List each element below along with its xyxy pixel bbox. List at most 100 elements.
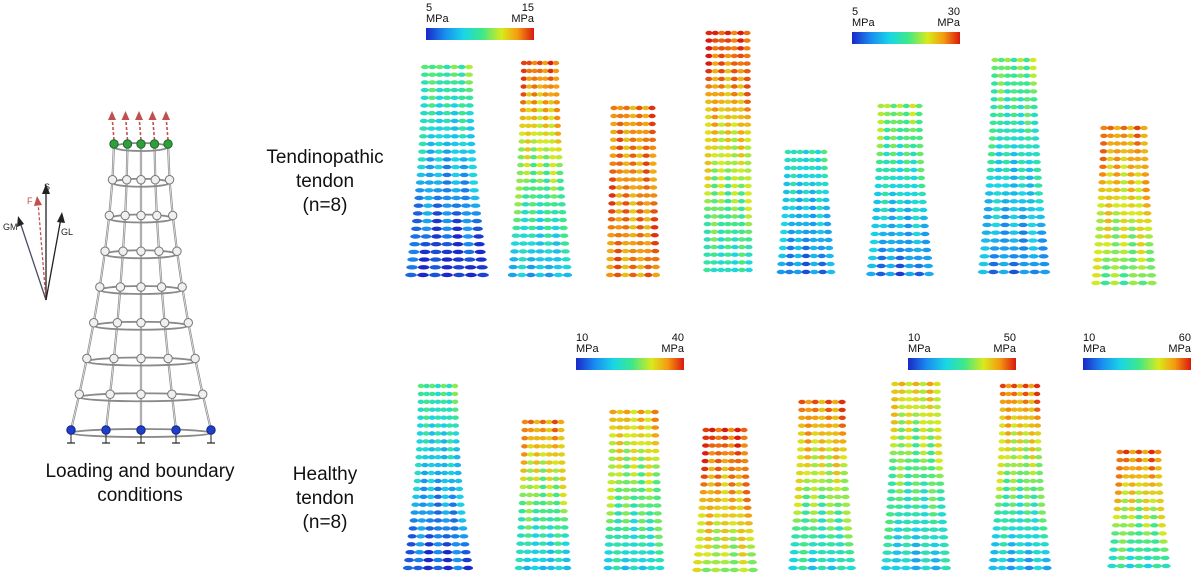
stress-glyph [622,464,631,469]
stress-glyph [416,534,426,539]
stress-glyph [1135,449,1143,455]
stress-glyph [629,209,637,214]
stress-glyph [736,521,745,526]
stress-glyph [816,229,825,235]
stress-glyph [629,480,639,485]
stress-glyph [737,153,745,158]
stress-glyph [1011,391,1018,397]
stress-glyph [924,271,934,277]
stress-glyph [810,463,819,468]
stress-glyph [717,229,725,234]
stress-glyph [616,121,624,127]
stress-glyph [533,452,541,457]
stress-glyph [702,560,712,565]
stress-glyph [817,510,827,515]
stress-glyph [1142,514,1151,520]
stress-glyph [838,399,846,405]
stress-glyph [427,478,436,484]
stress-glyph [607,217,616,222]
stress-glyph [786,245,795,251]
stress-glyph [928,512,938,517]
stress-glyph [418,257,430,262]
stress-glyph [896,103,904,109]
stress-glyph [840,470,849,476]
stress-glyph [476,265,488,270]
stress-glyph [426,141,436,147]
stress-glyph [721,482,729,487]
stress-glyph [460,188,470,193]
lattice-node [150,175,160,185]
stress-glyph [623,441,631,446]
stress-glyph [654,542,664,547]
stress-glyph [433,526,443,531]
stress-glyph [446,439,454,444]
stress-glyph [902,135,911,141]
stress-glyph [646,565,656,571]
stress-glyph [535,257,545,262]
stress-glyph [1128,265,1138,270]
stress-glyph [520,225,529,231]
colorbar-5-gradient [1083,358,1191,370]
stress-glyph [704,160,712,166]
stress-glyph [703,244,712,250]
stress-glyph [883,135,891,141]
stress-glyph [441,494,450,499]
stress-glyph [896,143,904,149]
stress-glyph [465,80,474,85]
stress-glyph [876,151,884,157]
stress-glyph [1110,539,1119,544]
stress-glyph [802,197,810,203]
stress-glyph [1116,457,1124,463]
stress-glyph [614,503,623,508]
stress-glyph [420,80,429,85]
stress-glyph [1023,57,1031,63]
stress-glyph [527,249,536,254]
stress-glyph [621,534,631,539]
stress-glyph [917,183,926,189]
stress-glyph [809,221,817,227]
stress-glyph [1029,269,1040,275]
stress-glyph [916,159,925,165]
stress-glyph [821,181,829,187]
stress-glyph [1018,246,1029,251]
stress-glyph [731,183,739,189]
stress-glyph [730,168,739,173]
stress-glyph [994,159,1003,165]
stress-glyph [745,267,753,273]
stress-glyph [738,244,746,250]
stress-glyph [653,503,662,508]
stress-glyph [1018,199,1027,204]
stress-glyph [524,517,533,522]
stress-glyph [1095,226,1105,231]
stress-glyph [1003,104,1011,110]
stress-glyph [603,558,613,563]
stress-glyph [930,558,941,563]
stress-glyph [1028,254,1039,259]
stress-glyph [543,186,551,191]
stress-glyph [818,269,828,275]
stress-glyph [825,253,834,259]
stress-glyph [1025,175,1035,180]
stress-glyph [407,534,417,539]
stress-glyph [1127,211,1137,216]
stress-glyph [815,173,822,179]
stress-glyph [414,470,422,476]
stress-glyph [904,450,913,456]
stress-glyph [553,525,562,530]
stress-glyph [616,409,624,415]
stress-glyph [823,221,832,227]
stress-glyph [539,452,547,457]
stress-glyph [912,397,920,402]
stress-glyph [520,217,529,223]
stress-glyph [720,528,730,534]
specimen-plot [405,64,489,278]
stress-glyph [1119,242,1129,247]
stress-glyph [817,502,827,507]
stress-glyph [903,183,912,189]
stress-glyph [446,399,453,404]
colorbar-3-max: 40 [671,332,684,344]
stress-glyph [702,552,713,557]
stress-glyph [825,431,833,436]
stress-glyph [1111,226,1121,231]
stress-glyph [701,567,712,573]
